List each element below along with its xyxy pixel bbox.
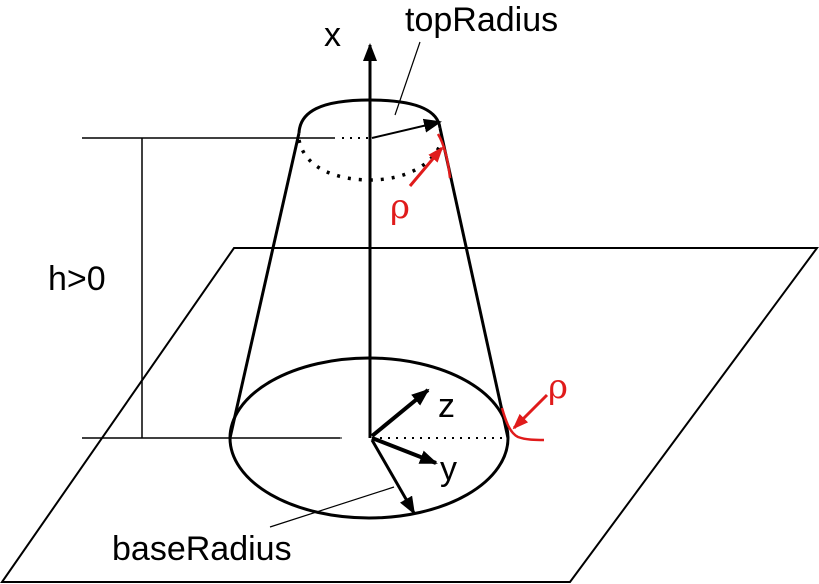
cone-left-side (228, 132, 301, 439)
base-rounding-arc (500, 407, 545, 442)
base-radius-arrow (370, 439, 416, 515)
base-radius-label: baseRadius (112, 530, 292, 568)
top-radius-label: topRadius (405, 1, 558, 39)
ground-plane (0, 247, 819, 583)
base-rho-arrow (512, 393, 549, 430)
z-axis-label: z (438, 387, 455, 425)
top-radius-arrow (371, 118, 442, 139)
top-rho-label: ρ (390, 187, 410, 227)
base-radius-leader (269, 486, 395, 528)
z-axis-arrow (370, 388, 430, 438)
y-axis-arrow (371, 436, 438, 465)
cone-right-side (438, 127, 510, 439)
top-rounding-arc (436, 133, 452, 179)
y-axis-label: y (440, 450, 457, 488)
x-axis-label: x (324, 16, 341, 54)
base-rho-label: ρ (548, 367, 568, 407)
top-rho-arrow (408, 146, 444, 187)
height-label: h>0 (48, 260, 106, 298)
top-radius-leader (394, 41, 421, 116)
